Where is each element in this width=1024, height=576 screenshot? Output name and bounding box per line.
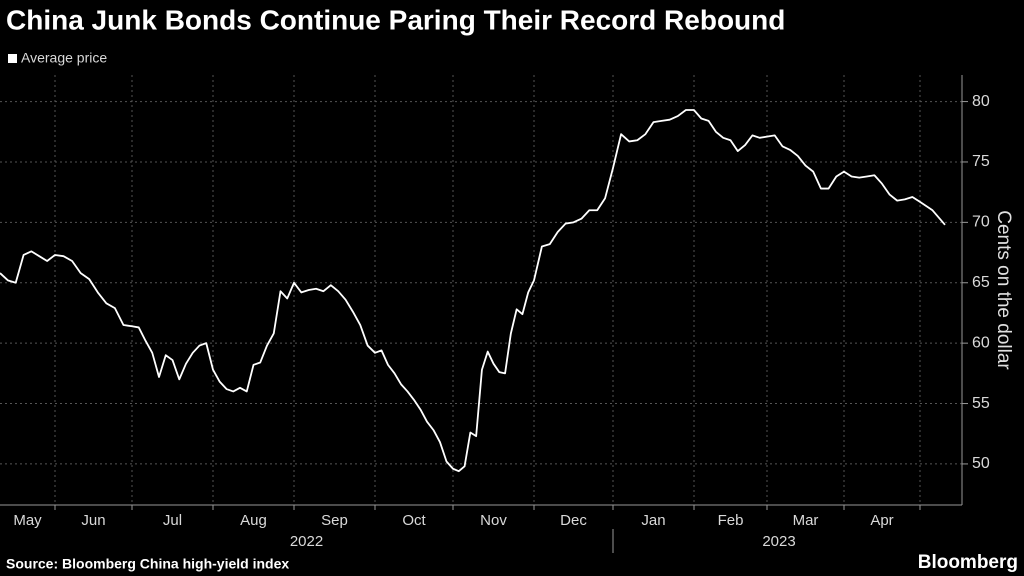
y-tick-label: 70 [972, 214, 990, 231]
x-tick-label: Feb [718, 512, 744, 529]
source: Source: Bloomberg China high-yield index [6, 556, 289, 572]
y-tick-label: 65 [972, 274, 990, 291]
y-tick-label: 60 [972, 334, 990, 351]
x-tick-label: Jul [163, 512, 182, 529]
y-tick-label: 50 [972, 455, 990, 472]
price-line [0, 109, 946, 473]
x-tick-label: Oct [402, 512, 426, 529]
x-tick-label: Jun [81, 512, 105, 529]
x-tick-label: Apr [870, 512, 893, 529]
x-tick-label: Sep [321, 512, 348, 529]
y-tick-label: 80 [972, 93, 990, 110]
x-tick-label: Jan [641, 512, 665, 529]
y-tick-label: 75 [972, 153, 990, 170]
y-axis-label: Cents on the dollar [993, 210, 1014, 370]
year-label: 2022 [290, 533, 323, 550]
chart-title: China Junk Bonds Continue Paring Their R… [6, 4, 785, 35]
x-tick-label: Nov [480, 512, 507, 529]
x-tick-label: Aug [240, 512, 267, 529]
x-tick-label: Mar [793, 512, 819, 529]
legend-label: Average price [21, 50, 107, 66]
brand: Bloomberg [918, 552, 1018, 573]
year-label: 2023 [762, 533, 795, 550]
x-tick-label: May [13, 512, 42, 529]
legend-swatch [8, 54, 17, 63]
x-tick-label: Dec [560, 512, 587, 529]
y-tick-label: 55 [972, 395, 990, 412]
